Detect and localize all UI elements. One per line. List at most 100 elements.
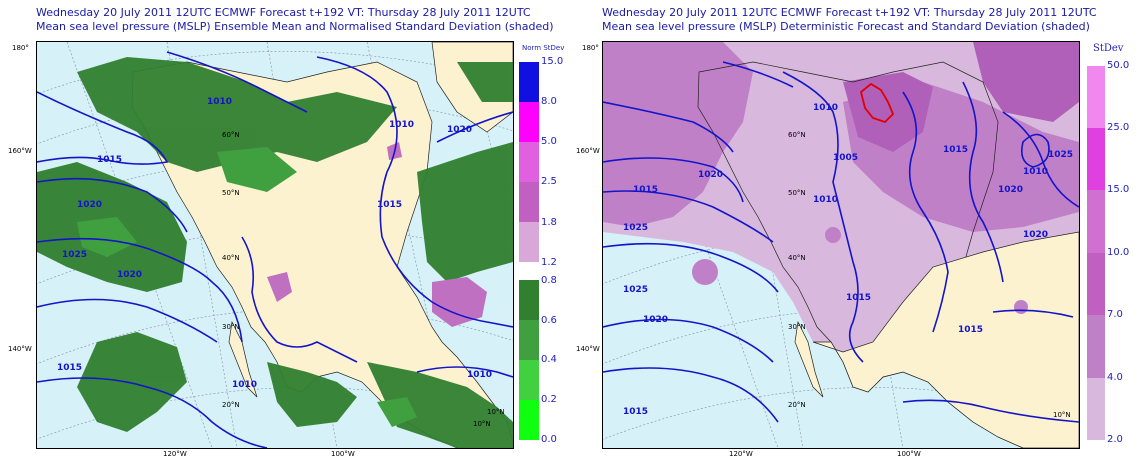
right-title-line1: Wednesday 20 July 2011 12UTC ECMWF Forec… <box>602 6 1097 19</box>
isobar-label: 1010 <box>389 120 414 130</box>
lat-label: 10°N <box>1053 411 1071 419</box>
right-bottom-label: 120°W <box>729 450 753 458</box>
colorbar-swatch <box>519 320 539 360</box>
right-colorbar <box>1087 66 1105 440</box>
lat-label: 10°N <box>487 408 505 416</box>
isobar-label: 1020 <box>117 270 142 280</box>
right-colorbar-label: 25.0 <box>1107 122 1130 133</box>
colorbar-swatch <box>1087 190 1105 253</box>
isobar-label: 1025 <box>623 223 648 233</box>
right-edge-label: 140°W <box>576 345 600 353</box>
colorbar-swatch <box>519 400 539 440</box>
right-isobar-labels: 1010 1005 1010 1015 1020 1015 1020 1025 … <box>623 103 1073 417</box>
lat-label: 30°N <box>222 323 240 331</box>
left-colorbar-label: 1.2 <box>541 257 557 268</box>
left-isobar-labels: 1010 1015 1020 1025 1020 1015 1010 1015 … <box>57 97 492 390</box>
isobar-label: 1020 <box>1023 230 1048 240</box>
left-map: 1010 1015 1020 1025 1020 1015 1010 1015 … <box>36 41 514 449</box>
right-colorbar-label: 15.0 <box>1107 184 1130 195</box>
colorbar-swatch <box>519 62 539 102</box>
lat-label: 60°N <box>222 131 240 139</box>
lat-label: 10°N <box>473 420 491 428</box>
right-colorbar-label: 4.0 <box>1107 372 1123 383</box>
right-colorbar-label: 7.0 <box>1107 309 1123 320</box>
isobar-label: 1020 <box>698 170 723 180</box>
isobar-label: 1010 <box>1023 167 1048 177</box>
colorbar-swatch <box>1087 66 1105 128</box>
right-shading-midpurple <box>603 42 753 227</box>
right-title-line2: Mean sea level pressure (MSLP) Determini… <box>602 20 1090 33</box>
right-map: 1010 1005 1010 1015 1020 1015 1020 1025 … <box>602 41 1080 449</box>
right-shading-darkpurple <box>973 42 1079 122</box>
right-colorbar-label: 2.0 <box>1107 434 1123 445</box>
left-edge-label: 140°W <box>8 345 32 353</box>
isobar-label: 1025 <box>1048 150 1073 160</box>
right-red-contour <box>859 82 895 124</box>
isobar-label: 1020 <box>77 200 102 210</box>
isobar-label: 1015 <box>377 200 402 210</box>
isobar-label: 1015 <box>846 293 871 303</box>
isobar-label: 1010 <box>813 103 838 113</box>
left-colorbar-label: 15.0 <box>541 56 564 67</box>
lat-label: 20°N <box>788 401 806 409</box>
left-isobars <box>37 51 513 448</box>
isobar-label: 1010 <box>467 370 492 380</box>
lat-label: 40°N <box>222 254 240 262</box>
isobar-label: 1015 <box>633 185 658 195</box>
isobar-label: 1015 <box>57 363 82 373</box>
left-colorbar-label: 0.6 <box>541 315 557 326</box>
lat-label: 40°N <box>788 254 806 262</box>
colorbar-swatch <box>519 102 539 142</box>
isobar-label: 1010 <box>207 97 232 107</box>
isobar-label: 1010 <box>232 380 257 390</box>
right-bottom-label: 100°W <box>897 450 921 458</box>
left-shading-lightgreen <box>77 147 417 427</box>
isobar-label: 1010 <box>813 195 838 205</box>
left-edge-label: 160°W <box>8 147 32 155</box>
right-colorbar-label: 50.0 <box>1107 60 1130 71</box>
isobar-label: 1015 <box>623 407 648 417</box>
left-colorbar <box>519 62 539 440</box>
lat-label: 20°N <box>222 401 240 409</box>
colorbar-swatch <box>1087 378 1105 440</box>
right-land-baja <box>794 320 824 398</box>
colorbar-swatch <box>1087 315 1105 378</box>
left-colorbar-label: 1.8 <box>541 217 557 228</box>
left-colorbar-label: 0.8 <box>541 275 557 286</box>
isobar-label: 1020 <box>643 315 668 325</box>
left-edge-label: 180° <box>12 44 29 52</box>
colorbar-swatch <box>519 222 539 262</box>
right-shading-darkpurple-2 <box>843 72 933 152</box>
colorbar-swatch <box>519 182 539 222</box>
left-colorbar-label: 0.2 <box>541 394 557 405</box>
lat-label: 50°N <box>788 189 806 197</box>
left-title-line2: Mean sea level pressure (MSLP) Ensemble … <box>36 20 554 33</box>
left-bottom-label: 100°W <box>331 450 355 458</box>
right-lat-labels: 60°N 50°N 40°N 30°N 20°N 10°N <box>788 131 1071 419</box>
left-lat-labels: 60°N 50°N 40°N 30°N 20°N 10°N 10°N <box>222 131 505 428</box>
left-colorbar-label: 5.0 <box>541 136 557 147</box>
right-edge-label: 160°W <box>576 147 600 155</box>
colorbar-swatch <box>519 360 539 400</box>
isobar-label: 1015 <box>958 325 983 335</box>
left-bottom-label: 120°W <box>163 450 187 458</box>
isobar-label: 1025 <box>62 250 87 260</box>
isobar-label: 1020 <box>447 125 472 135</box>
lat-label: 30°N <box>788 323 806 331</box>
colorbar-swatch <box>1087 253 1105 315</box>
left-title-line1: Wednesday 20 July 2011 12UTC ECMWF Forec… <box>36 6 531 19</box>
isobar-label: 1015 <box>97 155 122 165</box>
left-shading-purple <box>267 142 487 327</box>
isobar-label: 1005 <box>833 153 858 163</box>
left-map-svg: 1010 1015 1020 1025 1020 1015 1010 1015 … <box>37 42 513 448</box>
right-colorbar-title: StDev <box>1093 43 1124 54</box>
lat-label: 60°N <box>788 131 806 139</box>
colorbar-swatch <box>519 280 539 320</box>
isobar-label: 1025 <box>623 285 648 295</box>
left-land-baja <box>228 320 258 398</box>
left-colorbar-label: 2.5 <box>541 176 557 187</box>
right-land-north-america <box>697 61 1079 448</box>
lat-label: 50°N <box>222 189 240 197</box>
right-colorbar-label: 10.0 <box>1107 247 1130 258</box>
left-colorbar-label: 0.4 <box>541 354 557 365</box>
